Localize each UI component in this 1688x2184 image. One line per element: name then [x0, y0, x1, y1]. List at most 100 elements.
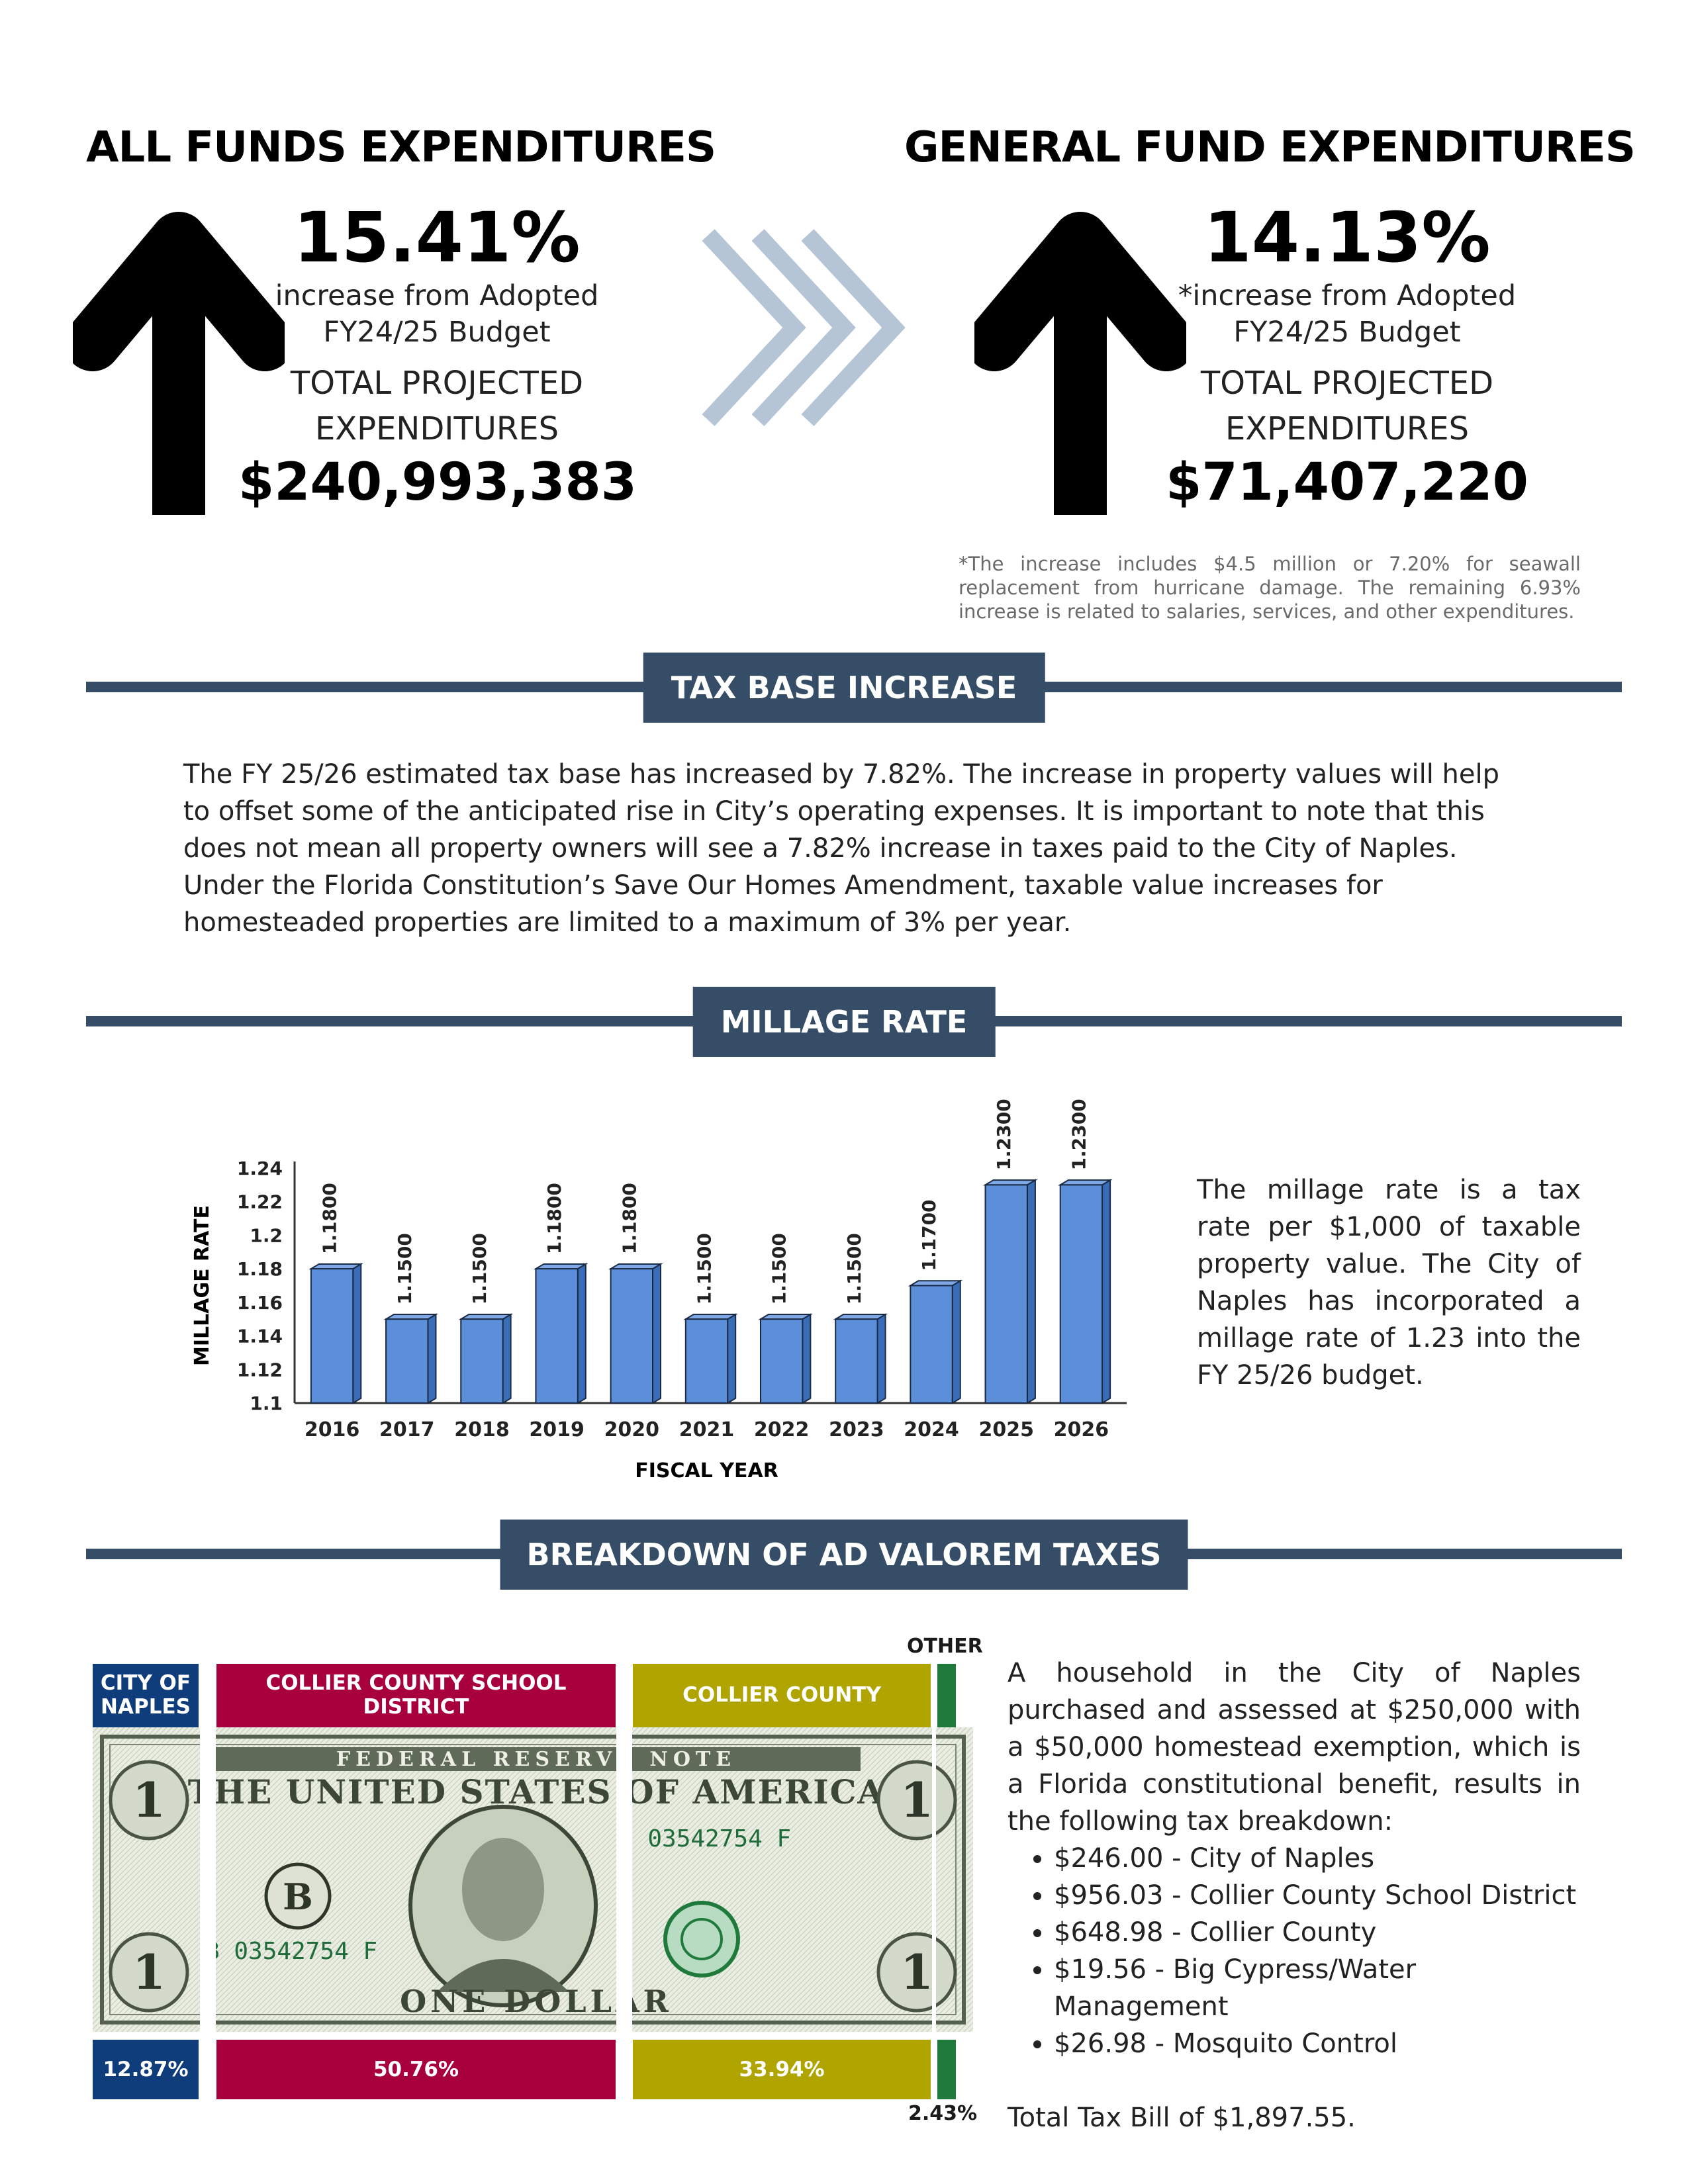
bar-top: [533, 1263, 588, 1270]
list-item: $26.98 - Mosquito Control: [1054, 2025, 1581, 2062]
household-example: A household in the City of Naples purcha…: [1008, 1655, 1581, 2136]
bar-top: [383, 1314, 439, 1320]
bar: [310, 1268, 354, 1404]
bar-data-label: 1.2300: [1068, 1099, 1090, 1170]
bar-side: [352, 1263, 362, 1404]
bar-side: [951, 1279, 961, 1404]
bar-data-label: 1.1800: [319, 1183, 341, 1254]
bar-side: [502, 1313, 512, 1404]
all-funds-percent: 15.41%: [293, 197, 581, 278]
bar-side: [1026, 1179, 1036, 1404]
x-axis-label: FISCAL YEAR: [635, 1459, 778, 1482]
household-intro: A household in the City of Naples purcha…: [1008, 1658, 1581, 1837]
school-district-label: COLLIER COUNTY SCHOOL DISTRICT: [216, 1664, 616, 1727]
bar-top: [458, 1314, 514, 1320]
x-tick-label: 2023: [829, 1418, 884, 1441]
general-fund-sub-line1: *increase from Adopted: [1178, 279, 1517, 312]
bar: [610, 1268, 654, 1404]
up-arrow-icon: [73, 212, 285, 515]
other-percent: 2.43%: [908, 2102, 978, 2125]
up-arrow-icon: [974, 212, 1186, 515]
svg-text:1: 1: [900, 1944, 933, 2000]
bar-top: [833, 1314, 888, 1320]
bar: [684, 1318, 729, 1404]
bar-data-label: 1.1500: [469, 1233, 491, 1304]
list-item: $648.98 - Collier County: [1054, 1914, 1581, 1951]
bar-data-label: 1.1500: [694, 1233, 716, 1304]
city-percent: 12.87%: [93, 2040, 199, 2099]
bar-top: [308, 1263, 363, 1270]
x-tick-label: 2025: [978, 1418, 1034, 1441]
bar-data-label: 1.1500: [769, 1233, 790, 1304]
bar-data-label: 1.2300: [993, 1099, 1015, 1170]
svg-text:1: 1: [132, 1944, 165, 2000]
bar: [1059, 1184, 1103, 1404]
bar-side: [427, 1313, 437, 1404]
y-tick-label: 1.14: [237, 1326, 283, 1347]
svg-text:1: 1: [900, 1772, 933, 1828]
bar-top: [982, 1179, 1038, 1186]
general-fund-proj-line2: EXPENDITURES: [1225, 410, 1470, 447]
bar-side: [577, 1263, 586, 1404]
bar: [910, 1285, 953, 1404]
list-item: $246.00 - City of Naples: [1054, 1840, 1581, 1877]
y-tick-label: 1.24: [237, 1158, 283, 1179]
y-tick-label: 1.1: [250, 1392, 283, 1414]
bar-data-labels: 1.1800 1.1500 1.1500 1.1800 1.1800 1.1500 1.15…: [319, 1099, 1090, 1304]
bar-side: [652, 1263, 662, 1404]
bar-side: [802, 1313, 812, 1404]
list-item: $956.03 - Collier County School District: [1054, 1877, 1581, 1914]
x-tick-label: 2016: [305, 1418, 360, 1441]
chevron-right-icon: [702, 229, 906, 426]
y-tick-label: 1.22: [237, 1191, 283, 1213]
x-tick-label: 2017: [379, 1418, 435, 1441]
bar: [460, 1318, 504, 1404]
chart-bars: [308, 1179, 1113, 1404]
city-label-line2: NAPLES: [101, 1695, 191, 1719]
bar: [385, 1318, 429, 1404]
county-percent: 33.94%: [633, 2040, 931, 2099]
general-fund-footnote: *The increase includes $4.5 million or 7…: [959, 553, 1581, 623]
x-tick-label: 2024: [904, 1418, 959, 1441]
city-of-naples-label: CITY OF NAPLES: [93, 1664, 199, 1727]
svg-text:THE UNITED STATES OF AMERICA: THE UNITED STATES OF AMERICA: [188, 1772, 884, 1811]
bar-side: [876, 1313, 886, 1404]
x-tick-label: 2022: [754, 1418, 810, 1441]
millage-chart: MILLAGE RATE FISCAL YEAR 1.1 1.12 1.14 1.16…: [191, 1099, 1127, 1482]
bar-data-label: 1.1800: [543, 1183, 565, 1254]
svg-text:B 03542754 F: B 03542754 F: [619, 1825, 791, 1852]
city-label-line1: CITY OF: [100, 1671, 191, 1696]
general-fund-heading: GENERAL FUND EXPENDITURES: [904, 123, 1636, 172]
bar-data-label: 1.1500: [843, 1233, 865, 1304]
bar: [984, 1184, 1028, 1404]
bar-data-label: 1.1500: [394, 1233, 416, 1304]
all-funds-proj-line2: EXPENDITURES: [314, 410, 559, 447]
millage-banner: MILLAGE RATE: [692, 987, 996, 1057]
bar: [535, 1268, 579, 1404]
tax-base-banner: TAX BASE INCREASE: [643, 653, 1045, 723]
bar-data-label: 1.1800: [618, 1183, 640, 1254]
one-dollar-bill-image: FEDERAL RESERVE NOTE THE UNITED STATES O…: [93, 1727, 973, 2032]
list-item: $19.56 - Big Cypress/Water Management: [1054, 1951, 1581, 2025]
collier-county-label: COLLIER COUNTY: [633, 1664, 931, 1727]
all-funds-summary: 15.41% increase from Adopted FY24/25 Bud…: [238, 197, 637, 514]
y-axis-label: MILLAGE RATE: [191, 1205, 214, 1366]
all-funds-proj-line1: TOTAL PROJECTED: [290, 365, 584, 402]
x-tick-label: 2018: [454, 1418, 510, 1441]
bar: [835, 1318, 878, 1404]
all-funds-sub-line2: FY24/25 Budget: [323, 316, 551, 349]
bar-top: [1058, 1179, 1113, 1186]
svg-text:1: 1: [132, 1772, 165, 1828]
millage-description: The millage rate is a tax rate per $1,00…: [1197, 1175, 1581, 1390]
x-tick-labels: 2016 2017 2018 2019 2020 2021 2022 2023 2024 2025…: [305, 1418, 1109, 1441]
all-funds-heading: ALL FUNDS EXPENDITURES: [86, 123, 716, 172]
general-fund-percent: 14.13%: [1203, 197, 1491, 278]
all-funds-sub-line1: increase from Adopted: [275, 279, 599, 312]
general-fund-amount: $71,407,220: [1166, 452, 1528, 512]
general-fund-summary: 14.13% *increase from Adopted FY24/25 Bu…: [1149, 197, 1546, 514]
other-label: OTHER: [907, 1635, 983, 1658]
y-tick-label: 1.12: [237, 1359, 283, 1381]
bar-side: [1102, 1179, 1111, 1404]
other-top-marker: [937, 1664, 956, 1727]
dollar-breakdown-graphic: OTHER CITY OF NAPLES COLLIER COUNTY SCHOO…: [93, 1635, 986, 2131]
